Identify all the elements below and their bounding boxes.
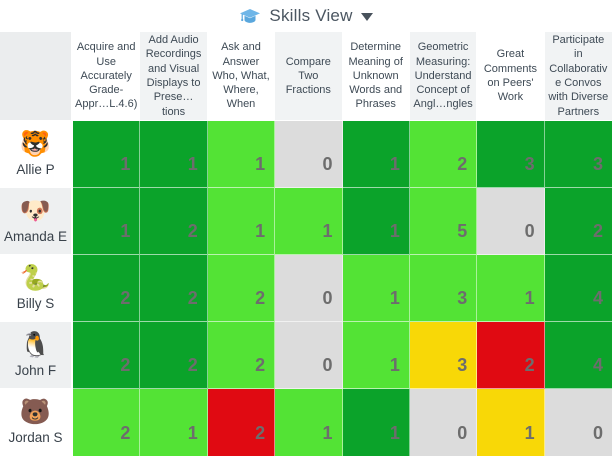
student-row-header[interactable]: 🐧 John F xyxy=(0,322,73,389)
student-name: Allie P xyxy=(16,161,55,177)
skill-score-cell[interactable]: 2 xyxy=(140,188,208,255)
skill-score-cell[interactable]: 2 xyxy=(207,389,276,456)
student-name: Billy S xyxy=(16,295,55,311)
skills-view-selector[interactable]: Skills View xyxy=(239,6,373,26)
student-name: Jordan S xyxy=(8,430,63,445)
skill-score-cell[interactable]: 2 xyxy=(73,255,141,322)
skill-score-cell[interactable]: 0 xyxy=(544,389,612,456)
student-avatar-emoji: 🐶 xyxy=(19,196,52,225)
skill-score-cell[interactable]: 1 xyxy=(275,389,343,456)
skill-score-cell[interactable]: 3 xyxy=(544,121,612,188)
skill-score-cell[interactable]: 1 xyxy=(275,188,343,255)
skill-score-cell[interactable]: 2 xyxy=(544,188,612,255)
skill-score-cell[interactable]: 1 xyxy=(140,121,208,188)
student-avatar-emoji: 🐻 xyxy=(19,398,52,426)
skill-score-cell[interactable]: 0 xyxy=(477,188,545,255)
skill-score-cell[interactable]: 5 xyxy=(409,188,478,255)
skill-score-cell[interactable]: 3 xyxy=(409,322,478,389)
student-row-header[interactable]: 🐯 Allie P xyxy=(0,121,73,188)
skill-score-cell[interactable]: 1 xyxy=(207,188,276,255)
student-avatar-emoji: 🐯 xyxy=(19,129,52,158)
skill-column-header[interactable]: Determine Meaning of Unknown Words and P… xyxy=(342,32,410,121)
skill-score-cell[interactable]: 3 xyxy=(477,121,545,188)
skill-score-cell[interactable]: 1 xyxy=(342,121,410,188)
skill-score-cell[interactable]: 1 xyxy=(477,389,545,456)
skill-score-cell[interactable]: 2 xyxy=(73,322,141,389)
skill-score-cell[interactable]: 1 xyxy=(342,322,410,389)
skill-score-cell[interactable]: 1 xyxy=(207,121,276,188)
title-bar: Skills View xyxy=(0,0,612,32)
skill-column-header[interactable]: Add Audio Recordings and Visual Displays… xyxy=(140,32,208,121)
skill-score-cell[interactable]: 0 xyxy=(275,121,343,188)
skills-grid: Acquire and Use Accurately Grade-Appr…L.… xyxy=(0,32,612,456)
skill-score-cell[interactable]: 1 xyxy=(140,389,208,456)
student-row-header[interactable]: 🐍 Billy S xyxy=(0,255,73,322)
skill-column-header[interactable]: Ask and Answer Who, What, Where, When xyxy=(207,32,276,121)
skill-score-cell[interactable]: 1 xyxy=(342,188,410,255)
skill-score-cell[interactable]: 1 xyxy=(342,389,410,456)
skill-score-cell[interactable]: 2 xyxy=(207,255,276,322)
skill-score-cell[interactable]: 2 xyxy=(140,255,208,322)
skill-column-header[interactable]: Geometric Measuring: Understand Concept … xyxy=(409,32,478,121)
skill-score-cell[interactable]: 2 xyxy=(73,389,141,456)
skill-score-cell[interactable]: 1 xyxy=(73,121,141,188)
skill-column-header[interactable]: Acquire and Use Accurately Grade-Appr…L.… xyxy=(73,32,141,121)
graduation-cap-icon xyxy=(239,8,261,25)
student-name: John F xyxy=(14,362,57,378)
skill-score-cell[interactable]: 1 xyxy=(477,255,545,322)
skill-score-cell[interactable]: 0 xyxy=(275,322,343,389)
skill-score-cell[interactable]: 2 xyxy=(207,322,276,389)
skill-score-cell[interactable]: 0 xyxy=(409,389,478,456)
student-row-header[interactable]: 🐶 Amanda E xyxy=(0,188,73,255)
skill-score-cell[interactable]: 4 xyxy=(544,322,612,389)
corner-cell xyxy=(0,32,73,121)
skill-score-cell[interactable]: 4 xyxy=(544,255,612,322)
skill-score-cell[interactable]: 1 xyxy=(73,188,141,255)
skill-score-cell[interactable]: 0 xyxy=(275,255,343,322)
skill-score-cell[interactable]: 2 xyxy=(477,322,545,389)
skill-score-cell[interactable]: 2 xyxy=(140,322,208,389)
skill-column-header[interactable]: Compare Two Fractions xyxy=(275,32,343,121)
skill-score-cell[interactable]: 3 xyxy=(409,255,478,322)
skill-score-cell[interactable]: 2 xyxy=(409,121,478,188)
student-name: Amanda E xyxy=(3,228,68,244)
view-title: Skills View xyxy=(269,6,353,25)
student-row-header[interactable]: 🐻 Jordan S xyxy=(0,389,73,456)
skill-column-header[interactable]: Participate in Collaborativ e Convos wit… xyxy=(544,32,612,121)
dropdown-caret-icon xyxy=(360,13,373,21)
student-avatar-emoji: 🐍 xyxy=(19,263,52,292)
student-avatar-emoji: 🐧 xyxy=(19,330,52,359)
skill-column-header[interactable]: Great Comments on Peers' Work xyxy=(477,32,545,121)
skill-score-cell[interactable]: 1 xyxy=(342,255,410,322)
